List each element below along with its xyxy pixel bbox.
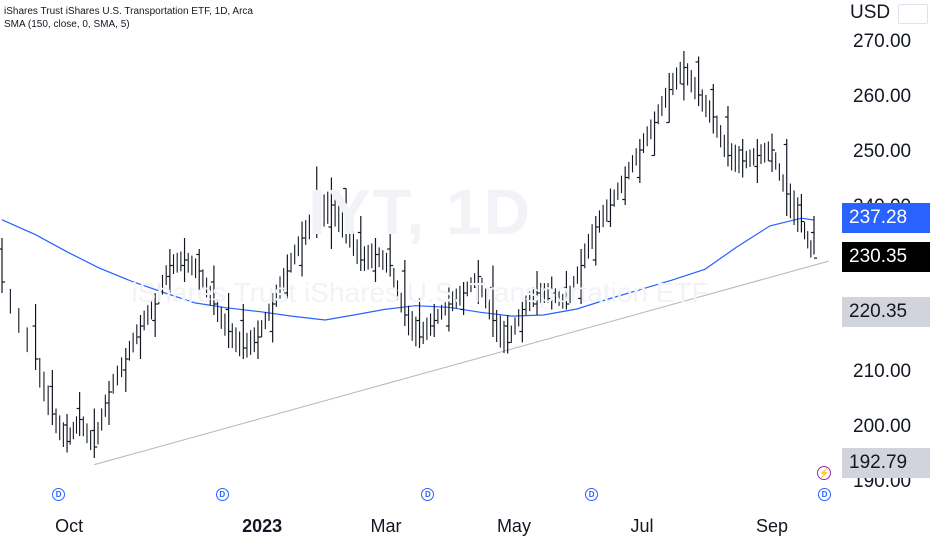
time-axis[interactable]: Oct 2023 Mar May Jul Sep <box>55 516 788 536</box>
symbol-watermark: IYT, 1D <box>308 176 532 248</box>
ohlc-bar <box>225 293 241 357</box>
ohlc-bar <box>152 265 167 337</box>
dividend-marker[interactable]: D <box>52 488 66 501</box>
trend-line-layer <box>94 260 829 466</box>
ohlc-bar <box>710 84 725 158</box>
upper-level-price-label: 220.35 <box>842 297 930 327</box>
currency-label[interactable]: USD <box>850 2 891 23</box>
y-tick-label: 270.00 <box>853 31 911 52</box>
ohlc-bar <box>769 133 784 192</box>
ohlc-bar <box>445 285 461 332</box>
ohlc-bar <box>372 238 388 282</box>
ohlc-bar <box>240 304 255 359</box>
ohlc-bar <box>32 304 49 416</box>
ohlc-bar <box>578 224 593 304</box>
ohlc-bar <box>64 414 78 453</box>
ohlc-bar <box>181 238 197 282</box>
x-tick-label: Oct <box>55 516 83 536</box>
ohlc-bar <box>166 249 182 293</box>
x-tick-label: May <box>497 516 531 536</box>
ohlc-bar <box>548 276 564 310</box>
ohlc-bar <box>357 216 373 271</box>
ohlc-bar <box>739 139 755 178</box>
ohlc-bar <box>122 324 138 392</box>
y-tick-label: 250.00 <box>853 141 911 162</box>
ohlc-bar <box>91 394 106 458</box>
ohlc-bar <box>343 187 358 265</box>
ohlc-bar <box>651 87 667 157</box>
ohlc-bar <box>106 357 123 425</box>
ohlc-bar <box>401 260 417 347</box>
ohlc-bar <box>798 194 812 258</box>
ohlc-bar <box>534 271 549 315</box>
dividend-marker[interactable]: D <box>817 488 831 501</box>
ohlc-bar <box>666 61 681 124</box>
ohlc-bar <box>431 300 446 337</box>
ohlc-bar <box>313 166 329 238</box>
x-tick-label: Sep <box>756 516 788 536</box>
trend-line <box>94 260 829 466</box>
ohlc-bar <box>724 106 740 174</box>
ohlc-bar <box>754 139 769 183</box>
ohlc-bar <box>284 236 299 299</box>
ohlc-bar <box>328 177 343 249</box>
ohlc-bar <box>299 209 314 277</box>
y-tick-label: 210.00 <box>853 361 911 382</box>
ohlc-bar <box>475 260 490 320</box>
ohlc-bar <box>489 265 505 354</box>
split-marker[interactable]: ⚡ <box>817 466 832 480</box>
ohlc-bar <box>622 148 637 205</box>
ohlc-bar <box>416 298 432 348</box>
ohlc-bar <box>607 175 623 227</box>
y-tick-label: 260.00 <box>853 86 911 107</box>
last-price-label: 230.35 <box>842 242 930 272</box>
ohlc-bar <box>49 370 64 447</box>
dividend-marker[interactable]: D <box>215 488 229 501</box>
indicator-label[interactable]: SMA (150, close, 0, SMA, 5) <box>4 19 130 30</box>
x-tick-label: 2023 <box>242 516 282 536</box>
ohlc-bar <box>0 238 28 353</box>
ohlc-bar <box>460 273 476 315</box>
x-tick-label: Jul <box>630 516 653 536</box>
ohlc-bar <box>783 139 799 232</box>
ohlc-bar <box>137 299 153 359</box>
name-watermark: iShares Trust iShares U.S. Transportatio… <box>131 277 709 308</box>
lower-level-price-label: 192.79 <box>842 448 930 478</box>
ohlc-bar <box>196 249 211 306</box>
sma-price-label: 237.28 <box>842 203 930 233</box>
ohlc-bars-layer <box>0 51 817 458</box>
ohlc-bar <box>76 392 92 451</box>
y-tick-label: 200.00 <box>853 416 911 437</box>
dividend-marker[interactable]: D <box>421 488 435 501</box>
ohlc-bar <box>210 265 226 336</box>
symbol-title[interactable]: iShares Trust iShares U.S. Transportatio… <box>4 6 253 17</box>
ohlc-bar <box>519 287 534 343</box>
ohlc-bar <box>636 119 652 183</box>
sma-line-layer <box>1 217 815 321</box>
ohlc-bar <box>592 199 608 266</box>
ohlc-bar <box>563 266 578 310</box>
dividend-marker[interactable]: D <box>585 488 599 501</box>
ohlc-bar <box>387 232 402 313</box>
x-tick-label: Mar <box>370 516 401 536</box>
currency-menu-box[interactable] <box>898 4 928 24</box>
ohlc-bar <box>254 303 270 359</box>
ohlc-bar <box>680 51 696 101</box>
ohlc-bar <box>695 56 711 123</box>
ohlc-bar <box>269 268 285 343</box>
ohlc-bar <box>504 309 520 354</box>
chart-legend: iShares Trust iShares U.S. Transportatio… <box>4 5 253 31</box>
ohlc-bar <box>811 216 817 259</box>
sma-line <box>1 217 815 321</box>
